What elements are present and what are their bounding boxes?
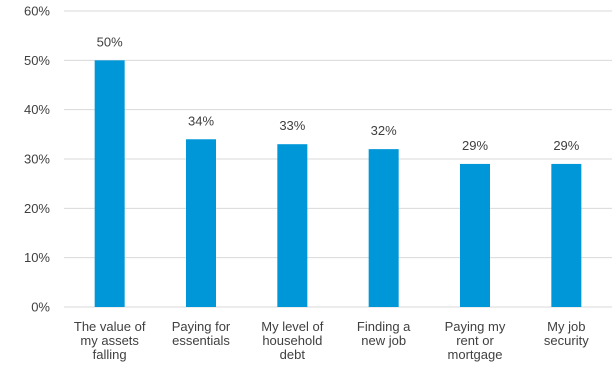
y-tick-label: 0%: [31, 300, 50, 315]
y-tick-label: 30%: [24, 152, 50, 167]
bar: [368, 149, 399, 307]
category-label-line: mortgage: [448, 347, 503, 362]
category-label-line: new job: [361, 333, 406, 348]
category-label-line: essentials: [172, 333, 230, 348]
category-label-line: The value of: [74, 319, 146, 334]
gridlines: [64, 10, 612, 308]
data-label: 34%: [188, 113, 214, 128]
data-labels: 50% 34% 33% 32% 29% 29%: [97, 34, 580, 153]
category-label-line: Paying my: [445, 319, 506, 334]
category-label-line: My job: [547, 319, 585, 334]
category-label-line: rent or: [456, 333, 494, 348]
category-label-line: security: [544, 333, 589, 348]
data-label: 50%: [97, 34, 123, 49]
category-label: Paying for essentials: [172, 319, 231, 348]
category-label: My level of household debt: [261, 319, 324, 362]
category-label: Finding a new job: [357, 319, 411, 348]
bar: [94, 60, 125, 308]
bar: [277, 144, 308, 307]
category-label: My job security: [544, 319, 589, 348]
x-axis-category-labels: The value of my assets falling Paying for es…: [74, 319, 589, 362]
bar: [460, 163, 490, 307]
data-label: 32%: [371, 123, 397, 138]
category-label-line: household: [262, 333, 322, 348]
category-label-line: debt: [280, 347, 306, 362]
category-label-line: Finding a: [357, 319, 411, 334]
category-label-line: falling: [93, 347, 127, 362]
bar: [551, 163, 582, 307]
category-label-line: Paying for: [172, 319, 231, 334]
y-tick-label: 40%: [24, 102, 50, 117]
data-label: 33%: [279, 118, 305, 133]
data-label: 29%: [462, 138, 488, 153]
category-label: The value of my assets falling: [74, 319, 146, 362]
y-tick-label: 60%: [24, 4, 50, 19]
bar: [186, 139, 216, 307]
y-tick-label: 10%: [24, 250, 50, 265]
bars: [94, 60, 582, 308]
category-label: Paying my rent or mortgage: [445, 319, 506, 362]
category-label-line: My level of: [261, 319, 324, 334]
category-label-line: my assets: [80, 333, 139, 348]
y-axis-tick-labels: 0% 10% 20% 30% 40% 50% 60%: [24, 4, 50, 315]
y-tick-label: 50%: [24, 53, 50, 68]
data-label: 29%: [553, 138, 579, 153]
y-tick-label: 20%: [24, 201, 50, 216]
